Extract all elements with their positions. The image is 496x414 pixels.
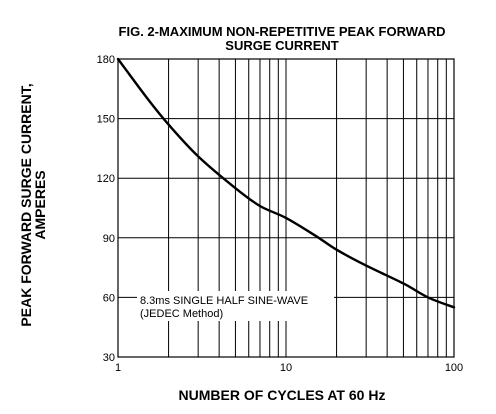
annotation-line-2: (JEDEC Method) xyxy=(140,308,223,320)
y-tick-label: 180 xyxy=(97,54,115,66)
surge-current-curve xyxy=(116,57,456,309)
axis-ticks: 1 10 100 30 60 90 120 150 180 xyxy=(97,54,464,374)
y-tick-label: 150 xyxy=(97,114,115,126)
y-axis-label-line-2: AMPERES xyxy=(32,170,48,239)
x-tick-label: 1 xyxy=(115,362,121,374)
plot-frame xyxy=(117,58,455,358)
x-axis-label: NUMBER OF CYCLES AT 60 Hz xyxy=(179,387,386,403)
annotation-line-1: 8.3ms SINGLE HALF SINE-WAVE xyxy=(140,295,308,307)
annotation-background xyxy=(137,291,334,321)
y-axis-label-line-1: PEAK FORWARD SURGE CURRENT, xyxy=(18,83,34,326)
y-tick-label: 120 xyxy=(97,173,115,185)
plot-grid xyxy=(118,59,454,357)
y-tick-label: 30 xyxy=(103,352,115,364)
chart-title-line-1: FIG. 2-MAXIMUM NON-REPETITIVE PEAK FORWA… xyxy=(119,24,446,39)
y-tick-label: 90 xyxy=(103,233,115,245)
x-tick-label: 10 xyxy=(280,362,292,374)
series-layer xyxy=(116,57,456,309)
y-tick-label: 60 xyxy=(103,292,115,304)
x-tick-label: 100 xyxy=(445,362,463,374)
chart-title-line-2: SURGE CURRENT xyxy=(225,38,338,53)
